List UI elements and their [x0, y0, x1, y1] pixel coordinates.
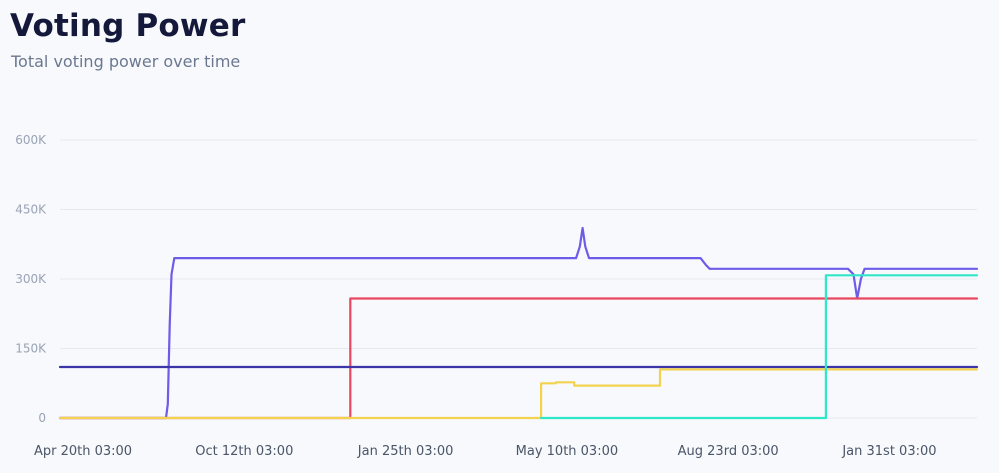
- x-tick-label: Jan 25th 03:00: [357, 444, 454, 459]
- series-line-2: [58, 297, 979, 420]
- y-tick-label: 300K: [15, 272, 47, 286]
- y-tick-label: 600K: [15, 133, 47, 147]
- y-tick-label: 450K: [15, 203, 47, 217]
- series-line-4: [58, 368, 979, 420]
- y-tick-label: 150K: [15, 342, 47, 356]
- x-tick-label: Apr 20th 03:00: [34, 444, 132, 459]
- x-tick-label: Jan 31st 03:00: [841, 444, 936, 459]
- x-tick-label: Oct 12th 03:00: [195, 444, 293, 459]
- y-tick-label: 0: [38, 411, 46, 425]
- x-tick-label: May 10th 03:00: [516, 444, 618, 459]
- x-tick-label: Aug 23rd 03:00: [678, 444, 779, 459]
- chart-subtitle: Total voting power over time: [11, 52, 241, 71]
- series-line-5: [539, 274, 979, 420]
- series-line-1: [58, 226, 979, 420]
- chart-title: Voting Power: [10, 8, 246, 44]
